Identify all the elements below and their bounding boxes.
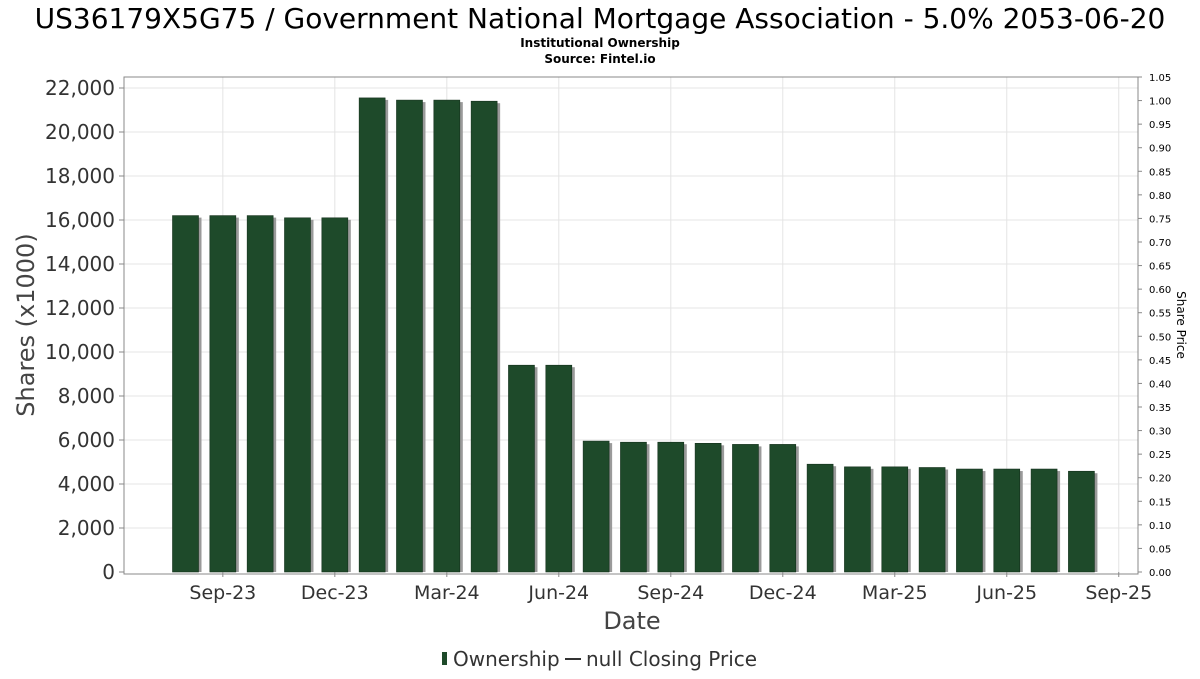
chart-title: US36179X5G75 / Government National Mortg… [35,2,1166,35]
y2-tick-label: 0.10 [1149,521,1171,532]
y2-tick-label: 0.25 [1149,450,1171,461]
y-tick-label: 8,000 [58,384,115,408]
ownership-bar [470,100,498,573]
ownership-bar [694,442,722,573]
ownership-bar [918,467,946,573]
y2-tick-label: 0.45 [1149,356,1171,367]
ownership-bar [396,99,423,573]
y-axis-ticks: 0 2,000 4,000 6,000 8,000 10,000 12,000 14,000 1… [45,76,124,584]
y2-tick-label: 0.20 [1149,474,1171,485]
y-tick-label: 18,000 [45,164,115,188]
ownership-bar [1068,470,1095,573]
ownership-bar [881,466,909,573]
y2-tick-label: 1.05 [1149,73,1171,84]
x-tick-label: Dec-23 [301,582,369,604]
y-axis-label: Shares (x1000) [12,233,40,416]
y-tick-label: 20,000 [45,120,115,144]
legend-closing-price-label: null Closing Price [586,647,757,671]
y-tick-label: 12,000 [45,296,115,320]
ownership-bar [844,466,871,573]
ownership-bar [806,463,834,573]
x-tick-label: Sep-23 [189,582,256,604]
y2-tick-label: 0.15 [1149,497,1171,508]
ownership-bar [508,364,535,573]
y2-tick-label: 0.55 [1149,309,1171,320]
ownership-bar [657,441,685,573]
y2-tick-label: 0.70 [1149,238,1171,249]
ownership-bar [732,444,759,573]
x-axis-label: Date [603,607,660,635]
ownership-bar [209,215,237,573]
ownership-bar [545,364,573,573]
ownership-bar [620,441,647,573]
secondary-y-axis-ticks: 0.00 0.05 0.10 0.15 0.20 0.25 0.30 0.35 0.40 0.45… [1138,73,1171,579]
y2-tick-label: 0.50 [1149,332,1171,343]
ownership-bar [433,99,461,573]
x-axis-ticks: Sep-23 Dec-23 Mar-24 Jun-24 Sep-24 Dec-24 Mar-… [189,572,1152,604]
ownership-bars [172,97,1098,573]
chart-subtitle: Institutional Ownership [520,36,680,50]
x-tick-label: Mar-25 [862,582,928,604]
y-tick-label: 10,000 [45,340,115,364]
y-tick-label: 0 [102,560,115,584]
y2-tick-label: 0.30 [1149,427,1171,438]
x-tick-label: Jun-24 [527,582,589,604]
y2-tick-label: 0.75 [1149,214,1171,225]
y-tick-label: 14,000 [45,252,115,276]
ownership-bar [246,215,274,573]
y2-tick-label: 0.05 [1149,544,1171,555]
x-tick-label: Mar-24 [414,582,480,604]
y2-tick-label: 0.40 [1149,379,1171,390]
ownership-bar [769,444,797,573]
y2-tick-label: 1.00 [1149,97,1171,108]
ownership-bar [993,468,1021,573]
y-tick-label: 4,000 [58,472,115,496]
ownership-bar [1030,468,1058,573]
ownership-bar [358,97,386,573]
y2-tick-label: 0.35 [1149,403,1171,414]
y2-tick-label: 0.85 [1149,167,1171,178]
y2-tick-label: 0.95 [1149,120,1171,131]
plot-area-frame [123,76,1139,575]
ownership-bar [172,215,199,573]
chart-legend: Ownership null Closing Price [442,647,757,671]
ownership-bar [956,468,983,573]
ownership-bar [321,217,349,573]
x-tick-label: Sep-24 [637,582,704,604]
y-tick-label: 2,000 [58,516,115,540]
y2-tick-label: 0.80 [1149,191,1171,202]
y2-tick-label: 0.00 [1149,568,1171,579]
x-tick-label: Sep-25 [1085,582,1152,604]
y-tick-label: 6,000 [58,428,115,452]
y2-tick-label: 0.90 [1149,144,1171,155]
legend-ownership-label: Ownership [453,647,560,671]
y2-tick-label: 0.65 [1149,262,1171,273]
secondary-y-axis-label: Share Price [1174,291,1188,359]
ownership-bar [582,440,610,573]
chart-source: Source: Fintel.io [544,52,655,66]
x-tick-label: Dec-24 [749,582,817,604]
ownership-bar [284,217,311,573]
y-tick-label: 22,000 [45,76,115,100]
x-tick-label: Jun-25 [975,582,1037,604]
legend-ownership-swatch [442,652,447,665]
y-tick-label: 16,000 [45,208,115,232]
y2-tick-label: 0.60 [1149,285,1171,296]
